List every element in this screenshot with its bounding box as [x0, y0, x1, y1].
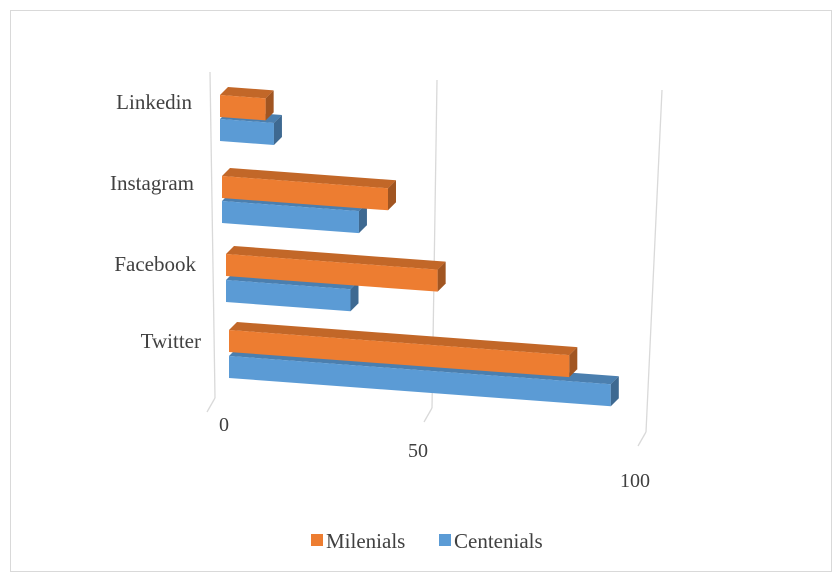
x-tick-label: 100 — [620, 470, 650, 492]
bar-facebook-milenials — [226, 246, 446, 292]
grid-lines — [206, 71, 663, 447]
legend-swatch — [311, 534, 323, 546]
legend-label: Milenials — [326, 529, 405, 553]
bar-end-face — [273, 114, 282, 145]
legend-swatch — [439, 534, 451, 546]
bar-front-face — [220, 95, 266, 121]
bar-front-face — [220, 119, 274, 145]
bar-front-face — [222, 201, 359, 234]
category-label: Instagram — [110, 171, 194, 195]
floor-edge — [637, 431, 647, 447]
legend: Milenials Centenials — [311, 529, 543, 553]
bar-end-face — [610, 376, 619, 407]
bar-end-face — [350, 281, 359, 312]
floor-edge — [206, 397, 216, 413]
category-label: Linkedin — [116, 90, 192, 114]
bar-end-face — [437, 261, 446, 292]
tick-labels: 0 50 100 — [219, 414, 650, 492]
bar-end-face — [388, 180, 396, 211]
bar-top-face — [226, 246, 446, 270]
bar-front-face — [226, 280, 351, 312]
bar-top-face — [220, 87, 274, 99]
bar-end-face — [569, 347, 578, 378]
bar-twitter-milenials — [229, 322, 578, 378]
category-label: Facebook — [114, 252, 196, 276]
bars — [220, 87, 619, 407]
x-tick-label: 0 — [219, 414, 229, 436]
bar-front-face — [229, 356, 611, 407]
floor-edge — [423, 407, 433, 423]
category-label: Twitter — [141, 329, 201, 353]
bar-front-face — [222, 176, 388, 211]
bar-front-face — [226, 254, 438, 292]
bar-linkedin-milenials — [220, 87, 274, 121]
bar-instagram-milenials — [222, 168, 396, 211]
bar-top-face — [229, 322, 578, 356]
x-tick-label: 50 — [408, 440, 428, 462]
grid-line — [645, 89, 663, 433]
grid-line — [209, 71, 216, 399]
chart-frame — [10, 10, 832, 572]
category-labels: Linkedin Instagram Facebook Twitter — [110, 90, 201, 353]
bar-front-face — [229, 330, 570, 378]
bar-top-face — [222, 168, 396, 189]
legend-item: Milenials — [311, 529, 405, 553]
legend-item: Centenials — [439, 529, 543, 553]
bar-end-face — [265, 90, 274, 121]
bar-end-face — [358, 203, 367, 234]
legend-label: Centenials — [454, 529, 543, 553]
